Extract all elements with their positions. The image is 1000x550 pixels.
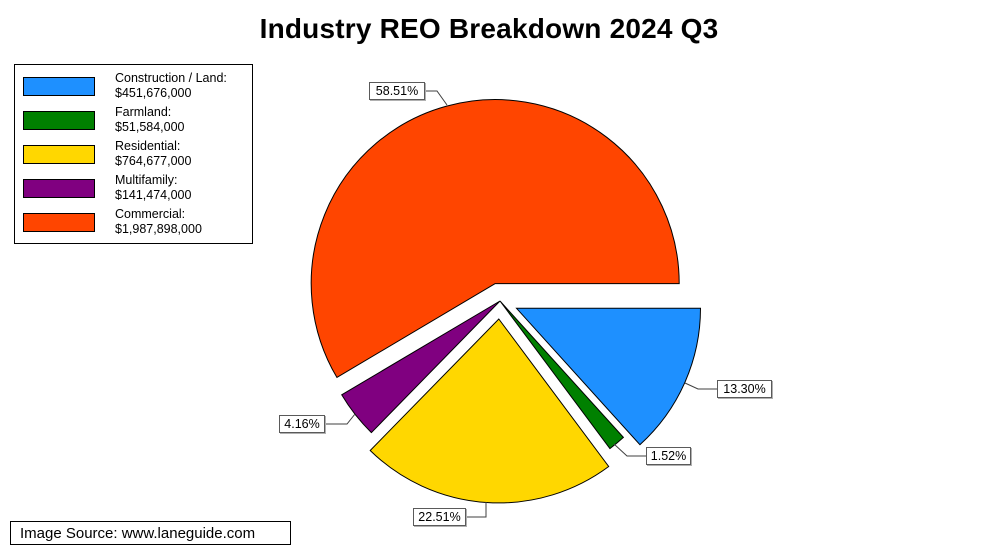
legend-swatch-residential — [23, 144, 95, 164]
legend-swatch-farmland — [23, 110, 95, 130]
legend-item-residential: Residential: $764,677,000 — [15, 139, 252, 169]
legend-label: Farmland: — [115, 105, 172, 119]
legend-item-multifamily: Multifamily: $141,474,000 — [15, 173, 252, 203]
legend-label: Commercial: — [115, 207, 186, 221]
legend-label: Residential: — [115, 139, 181, 153]
percent-label-farmland: 1.52% — [646, 447, 691, 465]
legend-value: $1,987,898,000 — [115, 222, 202, 236]
legend-swatch-commercial — [23, 212, 95, 232]
leader-line-construction-land — [684, 382, 717, 390]
legend-swatch-multifamily — [23, 178, 95, 198]
page-title: Industry REO Breakdown 2024 Q3 — [259, 13, 719, 44]
legend-value: $141,474,000 — [115, 188, 192, 202]
percent-label-multifamily: 4.16% — [279, 415, 325, 433]
legend-value: $764,677,000 — [115, 154, 192, 168]
percent-label-construction-land: 13.30% — [717, 380, 772, 398]
legend-item-construction-land: Construction / Land: $451,676,000 — [15, 71, 252, 101]
pie-slice-commercial — [310, 99, 680, 379]
legend-swatch-construction-land — [23, 76, 95, 96]
leader-line-commercial — [425, 90, 448, 106]
leader-line-residential — [466, 502, 487, 518]
legend-value: $451,676,000 — [115, 86, 192, 100]
pie-slice-multifamily — [341, 300, 501, 434]
percent-label-commercial: 58.51% — [369, 82, 425, 100]
legend-item-commercial: Commercial: $1,987,898,000 — [15, 207, 252, 237]
source-attribution: Image Source: www.laneguide.com — [10, 521, 291, 545]
legend: Construction / Land: $451,676,000 Farmland… — [14, 64, 253, 244]
source-text: Image Source: www.laneguide.com — [20, 524, 256, 542]
legend-value: $51,584,000 — [115, 120, 185, 134]
legend-label: Multifamily: — [115, 173, 178, 187]
pie-slice-farmland — [499, 300, 625, 450]
legend-item-farmland: Farmland: $51,584,000 — [15, 105, 252, 135]
leader-line-farmland — [613, 443, 646, 457]
percent-label-residential: 22.51% — [413, 508, 466, 526]
legend-label: Construction / Land: — [115, 71, 227, 85]
leader-line-multifamily — [325, 413, 356, 425]
pie-slice-construction-land — [515, 307, 702, 446]
